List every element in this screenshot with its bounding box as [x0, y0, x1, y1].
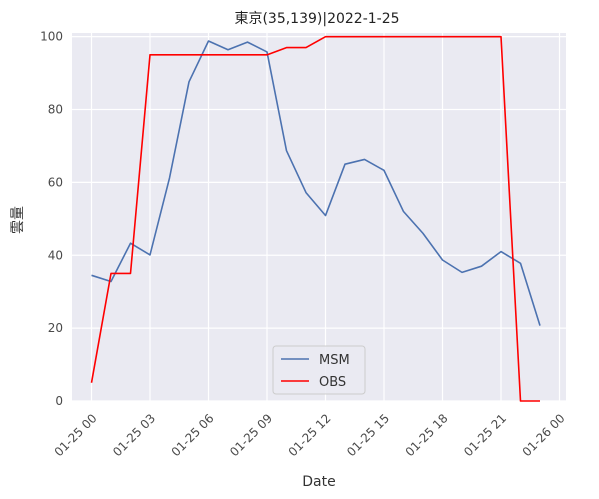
x-tick-label: 01-25 00: [52, 411, 100, 459]
x-tick-label: 01-25 06: [169, 411, 217, 459]
y-tick-label: 60: [48, 175, 63, 189]
x-tick-label: 01-25 12: [286, 411, 334, 459]
plot-area: [72, 33, 566, 401]
y-tick-label: 100: [40, 30, 63, 44]
series-line-msm: [91, 40, 541, 326]
x-tick-label: 01-25 03: [110, 411, 158, 459]
y-tick-label: 0: [55, 394, 63, 408]
legend: MSM OBS: [272, 345, 366, 395]
x-axis-label: Date: [302, 474, 335, 490]
chart-title: 東京(35,139)|2022-1-25: [234, 11, 399, 27]
y-tick-label: 20: [48, 321, 63, 335]
x-tick-label: 01-25 15: [344, 411, 392, 459]
x-tick-label: 01-25 09: [227, 411, 275, 459]
series-layer: [90, 35, 541, 402]
x-tick-label: 01-25 18: [403, 411, 451, 459]
grid: [72, 33, 566, 402]
x-tick-label: 01-26 00: [520, 411, 568, 459]
y-axis-ticks: 0 20 40 60 80 100: [40, 30, 63, 408]
legend-label-obs: OBS: [319, 375, 346, 390]
legend-label-msm: MSM: [319, 353, 350, 368]
series-line-obs: [90, 35, 540, 402]
y-tick-label: 80: [48, 103, 63, 117]
y-axis-label: 雲量: [10, 206, 26, 234]
x-axis-ticks: 01-25 00 01-25 03 01-25 06 01-25 09 01-25 12…: [52, 411, 568, 459]
y-tick-label: 40: [48, 248, 63, 262]
legend-box: [272, 345, 366, 395]
x-tick-label: 01-25 21: [461, 411, 509, 459]
